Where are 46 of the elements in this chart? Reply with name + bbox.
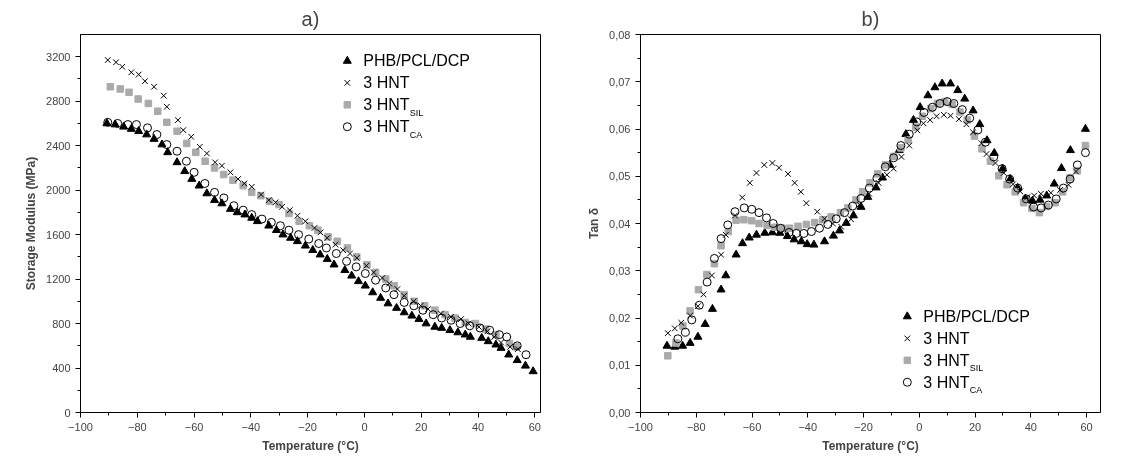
y-tick-label: 0,06 [609,123,631,135]
x-tick-label: 0 [916,420,923,433]
y-tick-label: 2800 [46,95,71,108]
y-tick-label: 0,05 [609,170,631,183]
x-axis-title: Temperature (°C) [822,438,919,453]
y-tick-label: 0,07 [609,75,631,88]
y-tick-label: 0,04 [609,217,631,230]
y-tick-label: 800 [52,317,71,330]
y-axis-title: Tan δ [587,207,602,240]
y-tick-label: 0,00 [609,406,631,419]
y-tick-label: 400 [52,362,71,375]
x-tick-label: −80 [686,420,706,433]
x-tick-label: −100 [68,420,93,433]
y-tick-label: 2000 [46,184,71,197]
x-tick-label: −20 [854,420,873,433]
x-tick-label: −100 [628,420,653,433]
y-tick-label: 0,03 [609,264,631,277]
legend-label: 3 HNT [923,329,970,347]
x-tick-label: 40 [471,420,485,433]
y-tick-label: 1200 [46,273,71,286]
y-tick-label: 1600 [46,228,71,241]
x-tick-label: 60 [1080,420,1093,433]
x-tick-label: 60 [528,420,541,433]
y-tick-label: 0,02 [609,312,631,324]
x-axis-title: Temperature (°C) [262,438,359,453]
x-tick-label: −20 [298,420,317,433]
x-tick-label: 0 [361,420,368,433]
x-tick-label: 20 [415,420,428,433]
chart-title: a) [301,7,320,30]
x-tick-label: 40 [1024,420,1037,433]
y-tick-label: 3200 [46,50,71,63]
legend-label: PHB/PCL/DCP [923,307,1030,325]
legend-label: PHB/PCL/DCP [363,52,470,70]
x-tick-label: −40 [241,420,261,433]
x-tick-label: −40 [798,420,818,433]
x-tick-label: 20 [968,420,982,433]
y-tick-label: 0,01 [609,359,631,372]
x-tick-label: −80 [127,420,147,433]
y-tick-label: 0 [64,406,71,419]
x-tick-label: −60 [742,420,762,433]
x-tick-label: −60 [184,420,204,433]
chart-title: b) [861,7,880,30]
y-axis-title: Storage Modulus (MPa) [24,156,39,291]
legend-label: 3 HNT [363,74,410,92]
y-tick-label: 0,08 [609,28,631,41]
y-tick-label: 2400 [46,139,71,152]
